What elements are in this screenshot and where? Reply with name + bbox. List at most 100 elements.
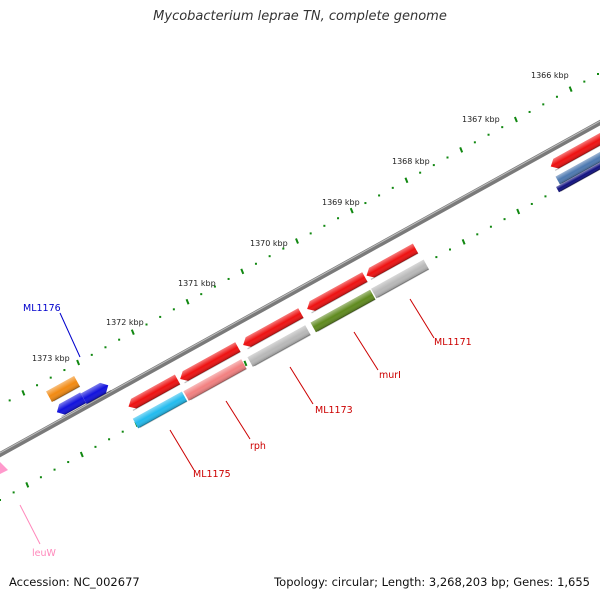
scale-tick-minor <box>597 73 599 75</box>
scale-tick-minor <box>94 445 97 448</box>
gene-label-leuw[interactable]: leuW <box>32 548 57 559</box>
scale-tick-minor <box>39 476 42 479</box>
scale-tick-minor <box>8 399 11 402</box>
scale-tick-major <box>349 207 354 214</box>
scale-tick-minor <box>503 218 506 221</box>
scale-tick-minor <box>501 126 504 129</box>
map-title: Mycobacterium leprae TN, complete genome <box>153 9 447 24</box>
scale-label: 1368 kbp <box>392 157 430 166</box>
scale-label: 1370 kbp <box>250 239 288 248</box>
scale-tick-minor <box>432 164 435 167</box>
gene-muri[interactable] <box>310 289 376 333</box>
scale-tick-minor <box>309 232 312 235</box>
gene-orange-small[interactable] <box>46 375 81 403</box>
gene-label-ml1175[interactable]: ML1175 <box>193 469 231 480</box>
scale-tick-minor <box>542 103 545 106</box>
label-connectors <box>19 298 435 545</box>
scale-tick-major <box>185 298 190 305</box>
gene-rph-forward[interactable] <box>177 342 241 384</box>
scale-tick-minor <box>121 430 124 433</box>
gene-ml1171-forward[interactable] <box>364 243 419 281</box>
scale-tick-major <box>461 239 466 245</box>
gene-label-ml1171[interactable]: ML1171 <box>434 337 472 348</box>
scale-label: 1367 kbp <box>462 115 500 124</box>
label-connector <box>353 331 379 371</box>
scale-label: 1372 kbp <box>106 318 144 327</box>
scale-tick-major <box>295 238 299 244</box>
gene-ml1173-forward[interactable] <box>240 308 304 350</box>
gene-forward-edge[interactable] <box>548 132 600 172</box>
scale-tick-minor <box>282 247 285 250</box>
scale-tick-minor <box>583 80 586 83</box>
scale-tick-minor <box>435 256 438 259</box>
scale-tick-minor <box>67 461 70 464</box>
scale-tick-major <box>459 147 464 153</box>
scale-tick-minor <box>391 186 394 189</box>
gene-labels: ML1176 ML1175 rph ML1173 murI ML1171 leu… <box>23 303 472 559</box>
scale-tick-minor <box>12 491 15 494</box>
gene-ml1176[interactable] <box>54 392 87 418</box>
scale-label: 1369 kbp <box>322 198 360 207</box>
scale-tick-minor <box>108 438 111 441</box>
scale-tick-minor <box>419 171 422 174</box>
scale-tick-minor <box>489 225 492 228</box>
scale-tick-minor <box>49 376 52 379</box>
scale-tick-minor <box>90 353 93 356</box>
scale-tick-minor <box>63 369 66 372</box>
scale-tick-minor <box>200 293 203 296</box>
scale-tick-minor <box>555 95 558 98</box>
gene-rph[interactable] <box>183 359 247 401</box>
label-connector <box>169 429 195 471</box>
scale-tick-minor <box>476 233 479 236</box>
gene-label-ml1176[interactable]: ML1176 <box>23 303 61 314</box>
scale-label: 1371 kbp <box>178 279 216 288</box>
scale-tick-minor <box>364 202 367 205</box>
scale-tick-major <box>568 86 573 93</box>
label-connector <box>409 298 435 339</box>
gene-edge-navy[interactable] <box>556 159 600 193</box>
scale-tick-major <box>76 359 81 366</box>
gene-label-muri[interactable]: murI <box>379 370 401 381</box>
scale-tick-major <box>513 116 518 123</box>
gene-ml1176-upper[interactable] <box>80 380 112 405</box>
label-connector <box>19 504 41 545</box>
scale-tick-minor <box>473 141 476 144</box>
scale-tick-major <box>516 208 521 215</box>
scale-tick-minor <box>172 308 175 311</box>
scale-tick-major <box>404 177 409 184</box>
gene-muri-forward[interactable] <box>304 272 368 314</box>
gene-ml1171[interactable] <box>371 259 430 299</box>
scale-tick-major <box>25 481 30 488</box>
gene-features <box>0 132 600 474</box>
scale-tick-minor <box>213 285 216 288</box>
scale-tick-minor <box>449 248 451 251</box>
genome-backbone-highlight <box>0 120 600 454</box>
scale-tick-minor <box>159 315 162 318</box>
scale-label: 1373 kbp <box>32 354 70 363</box>
gene-ml1173[interactable] <box>247 325 311 367</box>
scale-tick-minor <box>337 217 340 220</box>
scale-tick-major <box>21 389 26 396</box>
gene-edge-steel[interactable] <box>555 147 600 185</box>
scale-tick-minor <box>104 346 107 349</box>
scale-tick-minor <box>323 224 326 227</box>
scale-tick-major <box>243 360 248 367</box>
gene-ml1175[interactable] <box>132 391 188 429</box>
accession-text: Accession: NC_002677 <box>9 575 140 589</box>
scale-tick-minor <box>378 194 381 197</box>
scale-tick-major <box>240 268 245 275</box>
label-connector <box>59 312 81 358</box>
gene-leuw[interactable] <box>0 462 8 474</box>
scale-tick-minor <box>528 110 531 113</box>
scale-tick-minor <box>254 262 257 265</box>
gene-label-rph[interactable]: rph <box>250 441 266 452</box>
scale-tick-minor <box>446 156 449 159</box>
scale-tick-minor <box>268 255 271 258</box>
gene-label-ml1173[interactable]: ML1173 <box>315 405 353 416</box>
gene-ml1175-forward[interactable] <box>126 374 181 412</box>
scale-tick-minor <box>530 202 533 205</box>
scale-tick-minor <box>227 277 230 280</box>
scale-label: 1366 kbp <box>531 71 569 80</box>
